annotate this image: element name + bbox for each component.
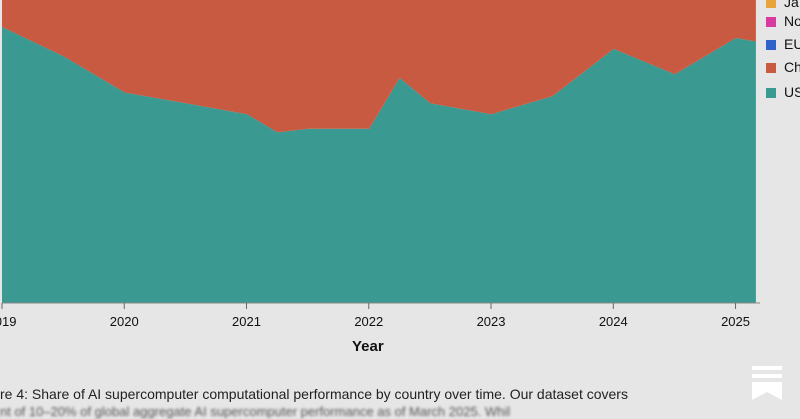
legend-swatch [766,17,776,27]
legend-item-eu: EU [766,36,800,52]
legend-item-no: No [766,13,800,29]
legend-swatch [766,40,776,50]
x-tick-label: 2023 [477,314,506,329]
legend-swatch [766,88,776,98]
legend-swatch [766,0,776,8]
legend-label: EU [784,36,800,52]
x-tick-label: 2020 [110,314,139,329]
legend: Ja No EU Ch US [762,0,800,100]
legend-label: No [784,13,800,29]
area-us [2,27,756,303]
legend-item-ch: Ch [766,59,800,75]
legend-label: Ch [784,59,800,75]
legend-label: US [784,84,800,100]
figure-caption: re 4: Share of AI supercomputer computat… [0,386,628,402]
x-tick-label: 2021 [232,314,261,329]
area-layers [2,0,756,303]
x-tick-label: 2025 [721,314,750,329]
figure-caption-continued: nt of 10–20% of global aggregate AI supe… [0,404,511,419]
area-ch [2,0,756,133]
x-tick-label: 2024 [599,314,628,329]
x-tick-label: 2019 [0,314,16,329]
legend-label: Ja [784,0,799,10]
x-axis-label: Year [352,338,384,355]
x-tick-label: 2022 [354,314,383,329]
legend-item-us: US [766,84,800,100]
substack-icon[interactable] [752,366,782,402]
legend-item-ja: Ja [766,0,799,10]
x-axis-ticks: 2019 2020 2021 2022 2023 2024 2025 [0,302,760,329]
legend-swatch [766,63,776,73]
